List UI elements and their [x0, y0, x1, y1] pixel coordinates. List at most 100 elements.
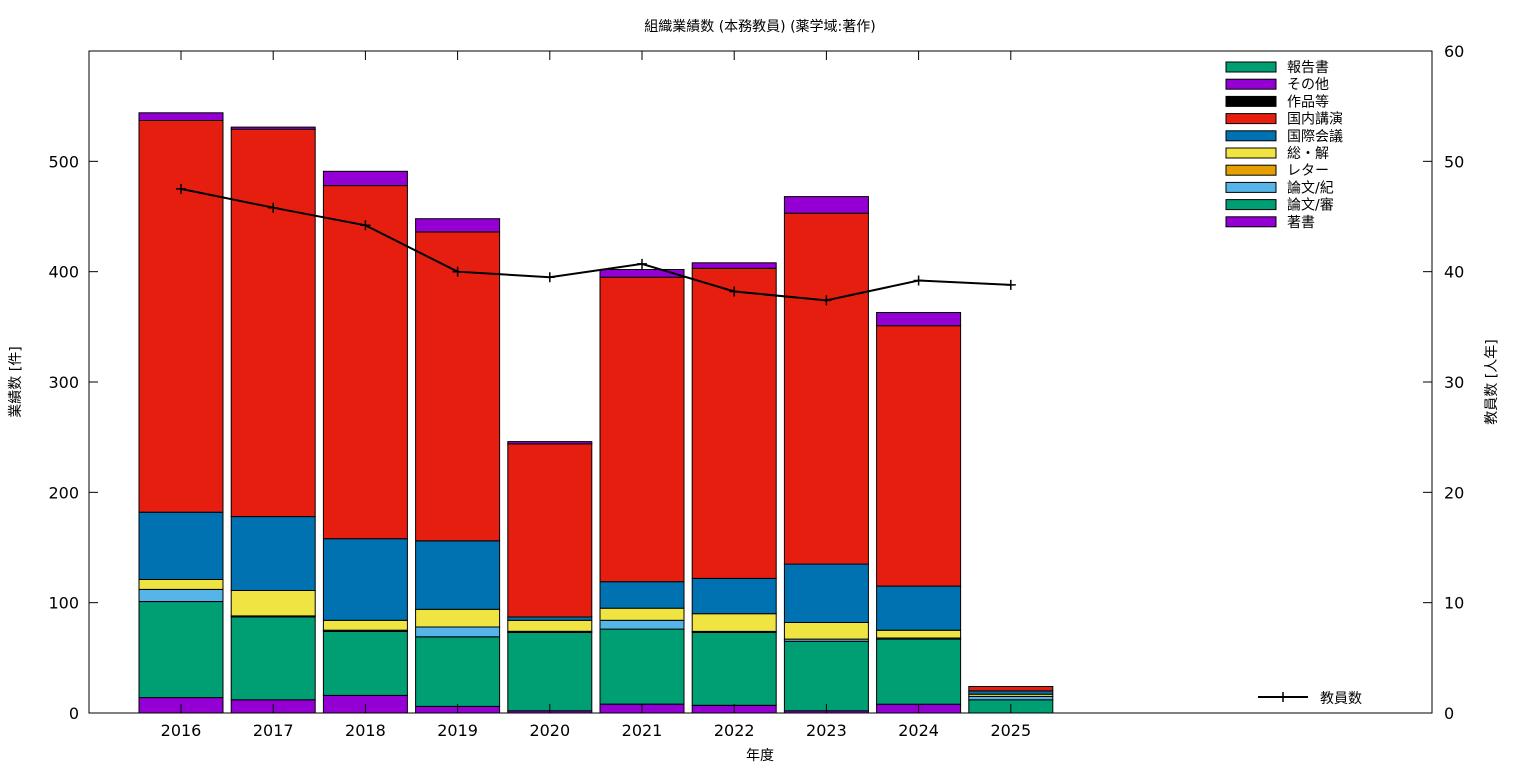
y2-tick-label: 50	[1444, 152, 1464, 171]
legend-label: 著書	[1287, 215, 1315, 231]
bar-segment	[230, 126, 316, 130]
bar-segment	[691, 267, 777, 579]
staff-point	[913, 275, 924, 286]
bar-segment	[230, 128, 316, 518]
bar-segment	[507, 619, 593, 632]
y-tick-label: 200	[48, 483, 79, 502]
legend-label: 総・解	[1287, 146, 1329, 162]
bar-segment	[230, 516, 316, 591]
staff-point	[176, 183, 186, 194]
bar-segment	[138, 601, 224, 699]
bar-segment	[599, 619, 685, 630]
bar-segment	[507, 441, 593, 445]
legend-swatch	[1225, 61, 1277, 73]
x-axis-label: 年度	[746, 748, 774, 764]
legend-swatch	[1225, 147, 1277, 159]
legend-label: レター	[1287, 163, 1329, 179]
bar-segment	[230, 590, 316, 617]
y2-tick-label: 0	[1444, 704, 1454, 723]
bar-segment	[691, 632, 777, 706]
legend-line-label: 教員数	[1320, 691, 1362, 707]
bar-segment	[783, 212, 869, 565]
legend-swatch	[1225, 216, 1277, 228]
legend-label: 報告書	[1287, 60, 1329, 76]
bar-segment	[138, 112, 224, 122]
bar-segment	[507, 443, 593, 618]
legend-swatch	[1225, 130, 1277, 142]
x-tick-label: 2020	[529, 721, 570, 740]
bar-segment	[322, 185, 408, 540]
y-tick-label: 300	[48, 373, 79, 392]
chart-title: 組織業績数 (本務教員) (薬学域:著作)	[644, 19, 875, 35]
staff-point	[544, 272, 555, 283]
bar-segment	[783, 622, 869, 640]
y2-tick-label: 10	[1444, 594, 1464, 613]
y-tick-label: 0	[69, 704, 79, 723]
bars-group	[138, 112, 1054, 714]
bar-segment	[968, 686, 1054, 692]
bar-segment	[322, 170, 408, 187]
bar-segment	[415, 636, 501, 707]
bar-segment	[138, 511, 224, 581]
bar-segment	[876, 325, 962, 587]
legend-label: 国際会議	[1287, 128, 1343, 145]
bar-segment	[691, 577, 777, 615]
y2-axis-label: 教員数 [人年]	[1484, 339, 1500, 424]
bar-segment	[599, 607, 685, 621]
x-tick-label: 2024	[898, 721, 939, 740]
bar-segment	[415, 231, 501, 542]
y2-tick-label: 40	[1444, 263, 1464, 282]
x-tick-label: 2025	[990, 721, 1031, 740]
legend-swatch	[1225, 78, 1277, 90]
legend-label: その他	[1287, 77, 1329, 93]
bar-segment	[507, 632, 593, 712]
y2-tick-label: 20	[1444, 483, 1464, 502]
bar-segment	[415, 626, 501, 638]
legend-swatch	[1225, 164, 1277, 176]
legend-label: 国内講演	[1287, 112, 1343, 128]
bar-segment	[322, 619, 408, 631]
x-tick-label: 2018	[345, 721, 386, 740]
y2-tick-label: 30	[1444, 373, 1464, 392]
bar-segment	[138, 588, 224, 603]
x-tick-label: 2021	[622, 721, 663, 740]
bar-segment	[415, 608, 501, 628]
legend-label: 論文/紀	[1287, 180, 1334, 196]
legend-swatch	[1225, 199, 1277, 211]
bar-segment	[876, 585, 962, 631]
bar-segment	[322, 630, 408, 696]
x-tick-label: 2023	[806, 721, 847, 740]
legend-line-marker	[1278, 692, 1288, 702]
bar-segment	[599, 269, 685, 278]
staff-point	[268, 202, 279, 213]
bar-segment	[783, 196, 869, 214]
x-tick-label: 2022	[714, 721, 755, 740]
bar-segment	[230, 616, 316, 701]
legend-label: 作品等	[1287, 93, 1329, 110]
staff-point	[637, 258, 647, 269]
bar-segment	[415, 540, 501, 610]
staff-point	[821, 295, 832, 306]
axes-group: 0 100 200 300 400 500 0 10 20 30 40 50 60 2016 2017 201…	[48, 42, 1464, 740]
staff-line-group	[176, 183, 1016, 306]
bar-segment	[691, 613, 777, 632]
staff-point	[360, 220, 371, 231]
legend-label: 論文/審	[1287, 198, 1334, 214]
y-tick-label: 500	[48, 152, 79, 171]
bar-segment	[599, 628, 685, 705]
legend-swatch	[1225, 181, 1277, 193]
y-tick-label: 400	[48, 263, 79, 282]
x-tick-label: 2016	[161, 721, 202, 740]
staff-point	[452, 266, 463, 277]
bar-segment	[783, 640, 869, 712]
bar-segment	[599, 276, 685, 583]
x-tick-label: 2019	[437, 721, 478, 740]
bar-segment	[783, 563, 869, 623]
bar-segment	[138, 120, 224, 513]
bar-segment	[322, 538, 408, 621]
staff-line	[180, 187, 1011, 302]
y-tick-label: 100	[48, 594, 79, 613]
x-tick-label: 2017	[253, 721, 294, 740]
bar-segment	[138, 579, 224, 590]
